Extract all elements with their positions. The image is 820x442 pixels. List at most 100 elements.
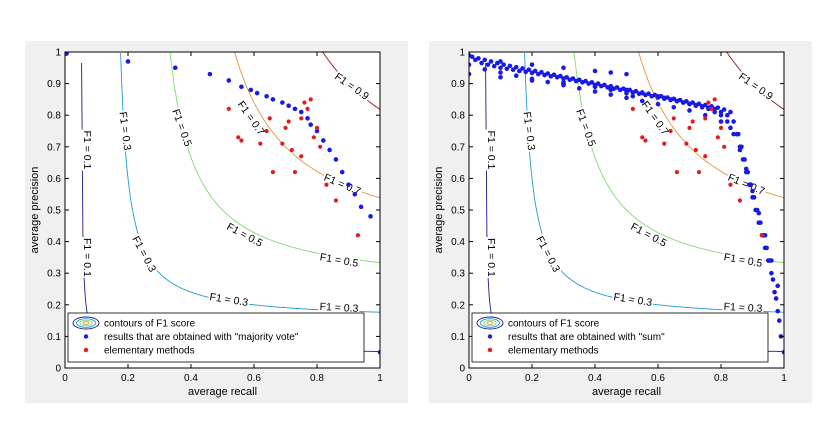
y-tick-label: 0.5 — [47, 206, 61, 217]
data-point — [776, 318, 782, 323]
data-point — [737, 198, 742, 203]
y-axis-label: average precision — [433, 167, 445, 254]
data-point — [718, 119, 724, 124]
data-point — [770, 277, 776, 282]
contour-label-bg — [207, 290, 251, 310]
data-point — [324, 182, 329, 187]
legend-entry: contours of F1 score — [104, 319, 196, 330]
data-point — [283, 125, 288, 130]
contour-label-bg — [234, 98, 268, 139]
data-point — [570, 76, 576, 81]
data-point — [355, 233, 361, 238]
data-point — [718, 125, 724, 130]
data-point — [539, 69, 544, 75]
data-point — [743, 166, 749, 172]
data-point — [750, 195, 755, 200]
data-point — [630, 93, 636, 99]
data-point — [236, 135, 241, 140]
y-tick-label: 0.6 — [451, 174, 465, 185]
data-point — [765, 258, 771, 263]
data-point — [693, 147, 698, 153]
data-point — [595, 81, 601, 86]
x-tick-label: 0.4 — [588, 373, 602, 384]
data-point — [715, 135, 720, 140]
data-point — [775, 283, 780, 289]
data-point — [731, 131, 736, 137]
data-point — [513, 73, 519, 78]
data-point — [690, 119, 695, 124]
contour-label-bg — [318, 300, 360, 316]
x-tick-label: 0.6 — [651, 373, 665, 384]
data-point — [750, 188, 755, 194]
data-point — [264, 128, 269, 134]
data-point — [305, 116, 310, 121]
legend-contour-ring — [79, 319, 93, 327]
plot-content: F1 = 0.1F1 = 0.1F1 = 0.3F1 = 0.3F1 = 0.3… — [65, 52, 380, 355]
chart-panel-right: F1 = 0.1 F1 = 0.1 F1 = 0.3 F1 = 0.3 F1 = 0.3… — [429, 41, 812, 403]
contour-label-bg — [81, 129, 94, 171]
contour-label: F1 = 0.1 — [81, 131, 93, 170]
data-point — [526, 67, 532, 72]
data-point — [280, 100, 285, 105]
data-point — [576, 77, 582, 83]
chart-right: F1 = 0.1F1 = 0.1F1 = 0.3F1 = 0.3F1 = 0.3… — [433, 48, 787, 399]
data-point — [529, 62, 535, 67]
data-point — [308, 122, 314, 127]
y-tick-label: 0.8 — [47, 111, 61, 122]
data-point — [602, 82, 607, 88]
data-point — [321, 138, 326, 143]
data-point — [608, 83, 614, 89]
data-point — [709, 106, 714, 111]
data-point — [775, 308, 780, 314]
data-point — [498, 65, 503, 71]
contour-label-bg — [638, 98, 672, 139]
data-point — [769, 270, 774, 276]
data-point — [624, 90, 629, 96]
contour-label-bg — [81, 236, 94, 278]
contour-label-bg — [128, 233, 159, 276]
contour-label: F1 = 0.3 — [319, 301, 359, 315]
x-tick-label: 0.2 — [525, 373, 539, 384]
data-point — [339, 169, 345, 175]
data-point — [485, 62, 491, 67]
contour-label-bg — [572, 106, 599, 150]
contour-label: F1 = 0.3 — [521, 111, 538, 151]
data-point — [561, 65, 566, 71]
data-point — [264, 93, 269, 99]
contour-label-bg — [321, 171, 364, 199]
data-point — [639, 98, 645, 104]
x-tick-label: 0.2 — [121, 373, 135, 384]
data-point — [737, 144, 743, 150]
data-point — [507, 63, 513, 69]
y-tick-label: 0.4 — [47, 237, 61, 248]
x-tick-label: 0.8 — [310, 373, 324, 384]
data-point — [773, 296, 779, 301]
data-point — [624, 95, 629, 101]
data-point — [740, 157, 746, 162]
data-point — [677, 97, 683, 103]
x-tick-label: 1 — [781, 373, 787, 384]
data-point — [469, 62, 472, 67]
data-point — [722, 144, 727, 149]
data-point — [706, 100, 711, 105]
contour-label-bg — [627, 220, 670, 251]
contour-label-bg — [168, 106, 195, 150]
data-point — [495, 60, 500, 66]
data-point — [592, 84, 598, 90]
y-tick-label: 0.7 — [47, 142, 61, 153]
y-tick-label: 0.6 — [47, 174, 61, 185]
data-point — [655, 101, 661, 107]
legend-entry: elementary methods — [508, 346, 599, 357]
data-point — [358, 204, 364, 210]
data-point — [702, 112, 708, 118]
data-point — [743, 169, 749, 175]
data-point — [270, 169, 275, 175]
data-point — [608, 92, 614, 97]
data-point — [608, 87, 614, 93]
data-point — [684, 141, 689, 146]
contour-label-bg — [725, 171, 768, 199]
x-axis-label: average recall — [592, 386, 661, 398]
data-point — [551, 72, 557, 78]
data-point — [639, 90, 645, 95]
data-point — [510, 67, 516, 72]
